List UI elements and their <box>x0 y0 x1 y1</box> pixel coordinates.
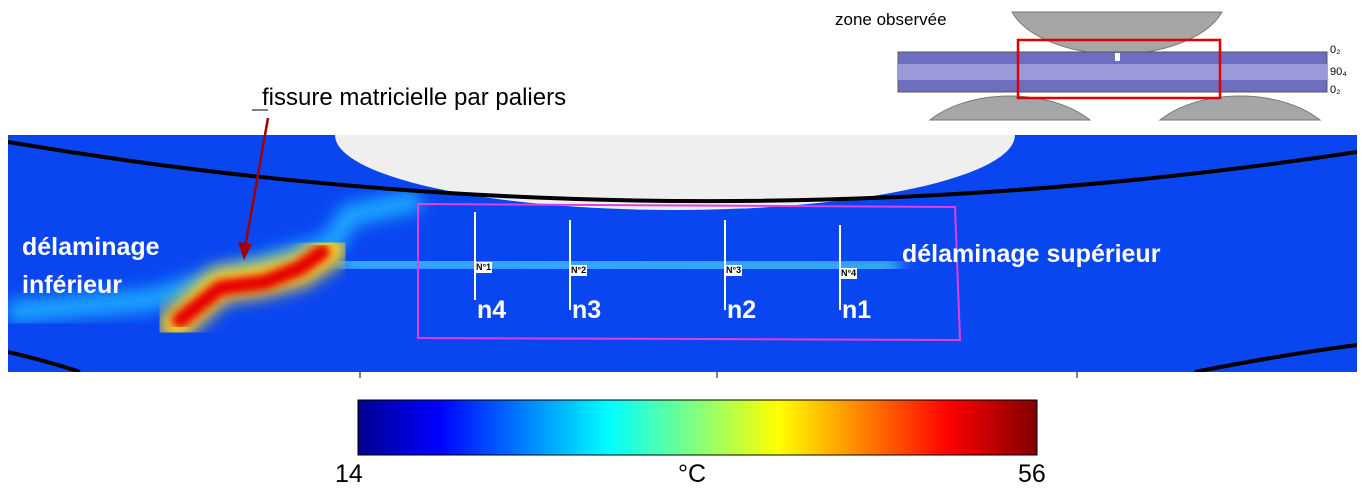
marker-name: n2 <box>727 296 757 324</box>
upper-delamination-label: délaminage supérieur <box>902 240 1161 268</box>
ply-label: 0₂ <box>1330 44 1341 56</box>
crack-arrow <box>238 117 270 260</box>
ply-label: 0₂ <box>1330 84 1341 96</box>
marker-tag: N°4 <box>840 268 858 279</box>
thermal-image <box>8 135 1357 372</box>
marker-name: n4 <box>477 296 507 324</box>
marker-tag: N°1 <box>475 262 493 273</box>
colorbar-max: 56 <box>1018 460 1046 488</box>
ply-label: 90₄ <box>1330 66 1347 78</box>
marker-name: n3 <box>572 296 602 324</box>
marker-tag: N°3 <box>725 265 743 276</box>
colorbar <box>357 399 1038 456</box>
colorbar-unit: °C <box>678 460 707 488</box>
lower-delamination-label: délaminage inférieur <box>22 233 160 299</box>
colorbar-min: 14 <box>335 460 363 488</box>
marker-name: n1 <box>842 296 872 324</box>
crack-label: fissure matricielle par paliers <box>262 84 567 111</box>
schematic <box>897 11 1328 121</box>
marker-tag: N°2 <box>570 265 588 276</box>
zone-label: zone observée <box>835 10 947 29</box>
